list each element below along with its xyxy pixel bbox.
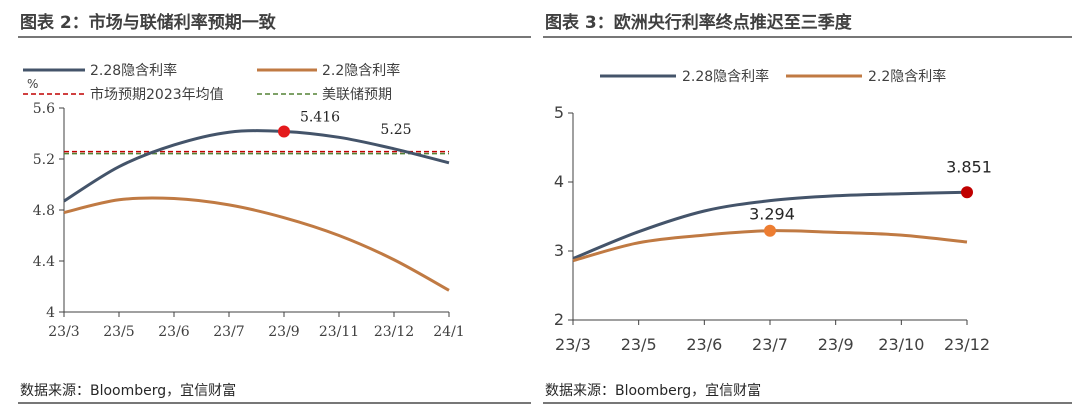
left-panel: 图表 2：市场与联储利率预期一致 2.28隐含利率 2.2隐含利率 市场预期20… — [18, 12, 531, 404]
x-tick-label: 23/5 — [103, 324, 134, 340]
x-tick-label: 23/3 — [48, 324, 79, 340]
right-chart-title: 图表 3：欧洲央行利率终点推迟至三季度 — [545, 12, 853, 33]
x-tick-label: 23/6 — [158, 324, 190, 340]
x-tick-label: 23/9 — [268, 324, 299, 340]
left-y-unit-label: % — [27, 77, 38, 91]
y-tick-label: 4.8 — [33, 203, 55, 219]
y-tick-label: 4 — [554, 172, 564, 191]
x-tick-label: 23/7 — [213, 324, 244, 340]
x-tick-label: 23/11 — [319, 324, 359, 340]
left-legend-label-s1: 2.28隐含利率 — [90, 62, 177, 79]
y-tick-label: 5.6 — [33, 101, 55, 117]
left-legend-label-r2: 美联储预期 — [322, 87, 392, 103]
y-tick-label: 2 — [554, 310, 564, 329]
x-tick-label: 23/9 — [818, 335, 854, 354]
left-chart-title: 图表 2：市场与联储利率预期一致 — [20, 12, 277, 33]
data-label: 3.851 — [946, 157, 992, 176]
y-tick-label: 3 — [554, 241, 564, 260]
left-source-note: 数据来源：Bloomberg，宜信财富 — [20, 382, 236, 399]
x-tick-label: 23/3 — [555, 335, 591, 354]
series-line — [572, 190, 968, 260]
right-source-note: 数据来源：Bloomberg，宜信财富 — [545, 382, 761, 399]
data-point-marker — [278, 125, 290, 138]
data-label: 5.416 — [300, 109, 340, 125]
x-tick-label: 23/6 — [686, 335, 722, 354]
left-plot-area: 5.6 5.2 4.8 4.4 4 23/3 23/5 23/6 23/7 23/9 23/11 23… — [33, 101, 465, 340]
right-legend-label-s2: 2.2隐含利率 — [868, 68, 946, 85]
y-tick-label: 4 — [46, 305, 55, 321]
y-tick-label: 4.4 — [33, 254, 55, 270]
series-line — [63, 129, 450, 203]
data-point-marker — [961, 186, 973, 199]
right-plot-area: 5 4 3 2 23/3 23/5 23/6 23/7 23/9 23/10 23/12 3.851 3… — [554, 103, 992, 354]
right-panel: 图表 3：欧洲央行利率终点推迟至三季度 2.28隐含利率 2.2隐含利率 5 4 3… — [543, 12, 1072, 404]
x-tick-label: 24/1 — [433, 324, 464, 340]
x-tick-label: 23/12 — [374, 324, 414, 340]
right-legend-label-s1: 2.28隐含利率 — [682, 68, 769, 85]
data-label: 3.294 — [749, 205, 795, 224]
x-tick-label: 23/12 — [944, 335, 990, 354]
series-line — [63, 196, 450, 292]
x-tick-label: 23/7 — [752, 335, 788, 354]
left-legend-label-r1: 市场预期2023年均值 — [90, 86, 224, 103]
x-tick-label: 23/10 — [878, 335, 924, 354]
y-tick-label: 5 — [554, 103, 564, 122]
left-legend-label-s2: 2.2隐含利率 — [322, 62, 400, 79]
data-label: 5.25 — [380, 122, 411, 138]
data-point-marker — [764, 224, 776, 237]
y-tick-label: 5.2 — [33, 152, 55, 168]
x-tick-label: 23/5 — [621, 335, 657, 354]
